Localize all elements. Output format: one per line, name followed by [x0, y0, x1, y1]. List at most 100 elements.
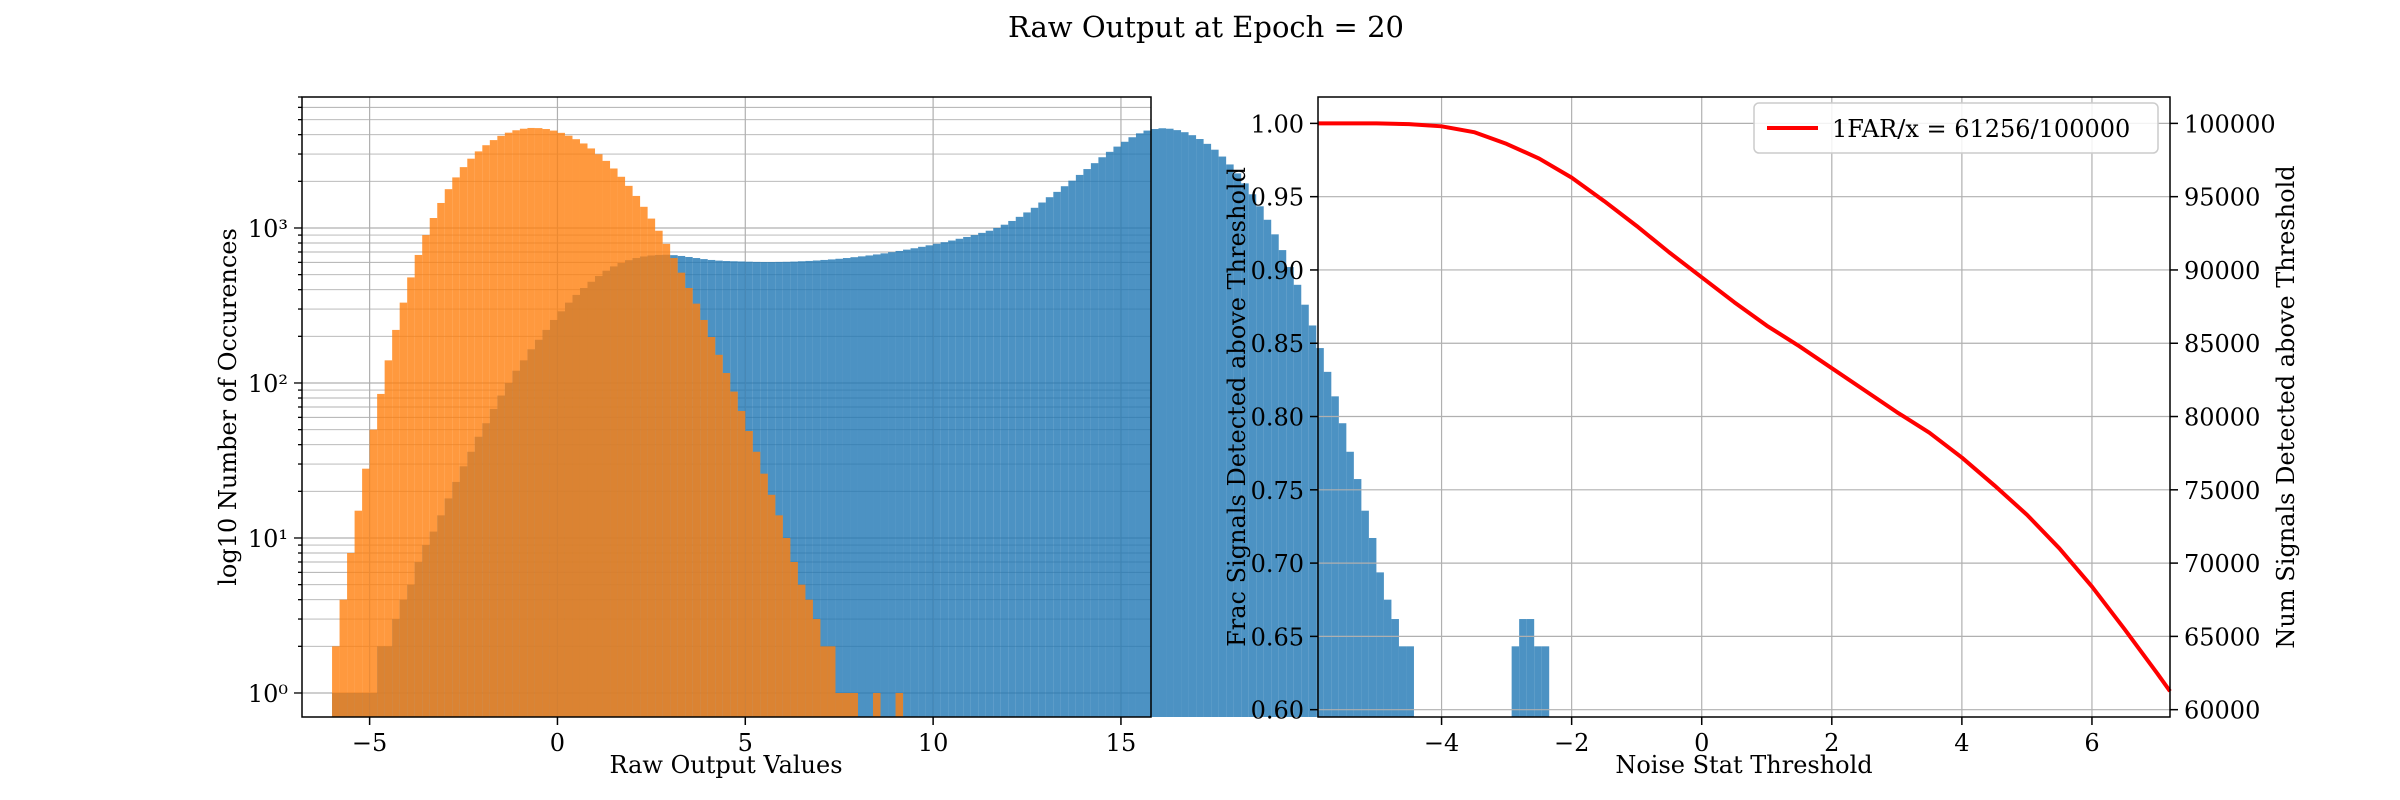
- histogram-x-tick-label: −5: [352, 729, 387, 757]
- histogram-bar-blue: [880, 253, 889, 717]
- histogram-bar-orange: [632, 195, 641, 717]
- histogram-bar-blue: [978, 232, 986, 717]
- histogram-bar-blue: [1271, 234, 1279, 717]
- histogram-bar-blue: [1376, 572, 1384, 717]
- detection-y-tick-label: 0.75: [1251, 477, 1304, 505]
- histogram-bar-orange: [549, 130, 558, 717]
- histogram-bar-blue: [1098, 157, 1106, 717]
- histogram-bar-orange: [407, 277, 415, 717]
- histogram-bar-blue: [963, 236, 971, 717]
- histogram-bar-orange: [459, 167, 468, 717]
- detection-x-tick-label: 6: [2084, 729, 2099, 757]
- histogram-bar-blue: [1203, 143, 1212, 718]
- histogram-bar-orange: [662, 243, 671, 717]
- histogram-bar-orange: [842, 692, 851, 717]
- histogram-bar-orange: [722, 372, 731, 717]
- histogram-x-tick-label: 15: [1106, 729, 1137, 757]
- histogram-bar-orange: [602, 160, 611, 718]
- detection-x-tick-label: 2: [1824, 729, 1839, 757]
- histogram-bar-orange: [534, 128, 543, 717]
- histogram-bar-blue: [918, 246, 926, 717]
- detection-right-y-tick-label: 70000: [2184, 550, 2260, 578]
- histogram-bar-orange: [782, 537, 791, 717]
- histogram-x-tick-label: 0: [550, 729, 565, 757]
- histogram-bar-orange: [587, 148, 596, 717]
- histogram-bar-orange: [542, 129, 550, 718]
- detection-x-tick-label: 4: [1954, 729, 1969, 757]
- histogram-bar-orange: [737, 410, 746, 717]
- histogram-bar-blue: [842, 258, 851, 717]
- detection-right-y-tick-label: 90000: [2184, 257, 2260, 285]
- histogram-bar-orange: [527, 127, 535, 717]
- histogram-bar-blue: [888, 252, 896, 717]
- histogram-bar-blue: [1000, 224, 1009, 717]
- histogram-bar-orange: [339, 599, 348, 717]
- histogram-bar-orange: [482, 145, 490, 717]
- histogram-bar-blue: [812, 260, 821, 717]
- detection-y-tick-label: 0.65: [1251, 623, 1304, 651]
- histogram-bar-orange: [610, 168, 618, 718]
- histogram-bar-blue: [1008, 220, 1016, 717]
- histogram-x-tick-label: 10: [918, 729, 949, 757]
- histogram-bar-orange: [384, 360, 393, 717]
- detection-right-y-tick-label: 95000: [2184, 184, 2260, 212]
- histogram-bar-orange: [422, 235, 430, 717]
- histogram-bar-orange: [775, 515, 783, 717]
- histogram-bar-blue: [1135, 133, 1144, 717]
- histogram-bar-orange: [760, 473, 768, 717]
- histogram-bar-blue: [1105, 151, 1114, 718]
- histogram-bar-orange: [392, 329, 400, 717]
- histogram-bar-orange: [640, 206, 648, 717]
- histogram-bar-orange: [752, 451, 761, 717]
- detection-right-y-tick-label: 80000: [2184, 404, 2260, 432]
- histogram-bar-orange: [647, 218, 656, 717]
- histogram-bar-blue: [1323, 371, 1332, 717]
- histogram-bar-blue: [1060, 186, 1069, 717]
- histogram-bar-orange: [467, 158, 475, 718]
- histogram-bar-orange: [369, 429, 378, 717]
- histogram-bar-blue: [865, 255, 874, 718]
- detection-y-label: Frac Signals Detected above Threshold: [1223, 167, 1251, 647]
- histogram-bar-blue: [1173, 130, 1182, 718]
- detection-right-y-tick-label: 60000: [2184, 697, 2260, 725]
- histogram-bar-blue: [1361, 510, 1369, 717]
- histogram-bar-blue: [820, 259, 828, 717]
- histogram-bar-orange: [625, 185, 633, 718]
- histogram-y-ticks: 10⁰ 10¹ 10² 10³: [248, 96, 302, 708]
- histogram-bar-orange: [557, 132, 565, 717]
- figure-title: Raw Output at Epoch = 20: [1008, 10, 1404, 44]
- histogram-bar-blue: [1519, 619, 1527, 717]
- histogram-bar-blue: [827, 259, 836, 717]
- histogram-bar-blue: [895, 250, 904, 717]
- histogram-bar-orange: [895, 692, 904, 717]
- histogram-bar-blue: [1331, 396, 1339, 717]
- histogram-bar-blue: [1293, 284, 1302, 717]
- histogram-bar-blue: [1211, 149, 1219, 717]
- histogram-bar-blue: [955, 238, 964, 717]
- histogram-bar-orange: [707, 337, 716, 717]
- histogram-bar-blue: [1353, 479, 1362, 717]
- legend-label: 1FAR/x = 61256/100000: [1832, 115, 2130, 143]
- histogram-bar-blue: [1023, 212, 1031, 718]
- histogram-bar-orange: [850, 692, 858, 717]
- histogram-bar-orange: [519, 128, 528, 717]
- histogram-bar-blue: [873, 254, 881, 717]
- detection-y-tick-label: 0.95: [1251, 184, 1304, 212]
- histogram-bar-blue: [1398, 646, 1407, 717]
- histogram-bar-blue: [805, 260, 813, 717]
- histogram-bar-blue: [775, 261, 783, 717]
- histogram-bar-blue: [1338, 423, 1347, 717]
- histogram-bar-blue: [1391, 619, 1399, 717]
- histogram-bar-blue: [925, 245, 934, 717]
- histogram-bar-blue: [790, 261, 798, 717]
- histogram-bar-blue: [767, 262, 776, 717]
- histogram-bar-blue: [1301, 304, 1309, 717]
- histogram-bar-orange: [377, 393, 385, 717]
- histogram-y-tick-label: 10⁰: [248, 680, 288, 708]
- histogram-bar-blue: [1045, 197, 1054, 717]
- histogram-bar-orange: [692, 303, 701, 717]
- histogram-bar-blue: [1286, 267, 1294, 717]
- histogram-bar-blue: [1241, 183, 1249, 717]
